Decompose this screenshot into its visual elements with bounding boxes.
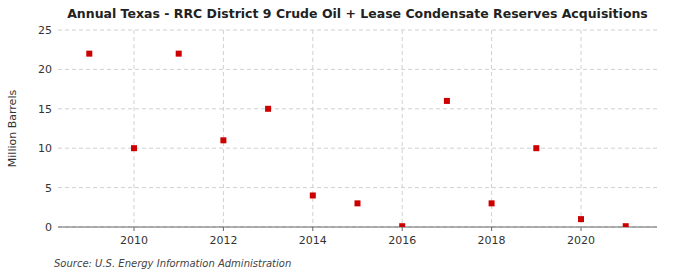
points — [86, 51, 628, 227]
axes: 0 5 10 15 20 25 2010 2012 2014 2016 2018 2020 — [38, 24, 657, 247]
x-tick-mark — [491, 227, 492, 231]
x-axis-line — [58, 227, 657, 228]
x-tick-label: 2014 — [299, 234, 327, 247]
x-grid-line — [491, 30, 492, 227]
x-grid-line — [402, 30, 403, 227]
point — [489, 200, 495, 206]
x-grid-line — [581, 30, 582, 227]
point — [399, 223, 405, 227]
y-tick-label: 10 — [38, 142, 52, 155]
x-tick-mark — [133, 227, 134, 231]
x-grid-line — [223, 30, 224, 227]
point — [86, 51, 92, 57]
point — [265, 106, 271, 112]
point — [444, 98, 450, 104]
x-tick-label: 2012 — [209, 234, 237, 247]
source-note: Source: U.S. Energy Information Administ… — [54, 258, 291, 269]
y-tick-label: 0 — [45, 221, 52, 234]
y-grid-line — [58, 148, 657, 149]
x-tick-mark — [312, 227, 313, 231]
point — [176, 51, 182, 57]
chart-container: 0 5 10 15 20 25 2010 2012 2014 2016 2018 2020 Annual… — [0, 0, 675, 275]
point — [623, 223, 629, 227]
y-grid-line — [58, 108, 657, 109]
x-tick-label: 2010 — [120, 234, 148, 247]
point — [220, 137, 226, 143]
title: Annual Texas - RRC District 9 Crude Oil … — [67, 6, 648, 21]
x-tick-label: 2016 — [388, 234, 416, 247]
y-tick-label: 15 — [38, 103, 52, 116]
y-tick-label: 5 — [45, 182, 52, 195]
point — [355, 200, 361, 206]
point — [131, 145, 137, 151]
y-tick-label: 20 — [38, 63, 52, 76]
y-grid-line — [58, 227, 657, 228]
point — [310, 192, 316, 198]
x-grid-line — [133, 30, 134, 227]
x-tick-mark — [223, 227, 224, 231]
x-tick-mark — [402, 227, 403, 231]
x-tick-label: 2018 — [478, 234, 506, 247]
point — [533, 145, 539, 151]
y-axis-label: Million Barrels — [6, 90, 19, 168]
chart-svg: 0 5 10 15 20 25 2010 2012 2014 2016 2018 2020 Annual… — [0, 0, 675, 275]
x-tick-label: 2020 — [567, 234, 595, 247]
y-grid-line — [58, 69, 657, 70]
x-tick-mark — [581, 227, 582, 231]
point — [578, 216, 584, 222]
y-grid-line — [58, 30, 657, 31]
y-tick-label: 25 — [38, 24, 52, 37]
grid — [58, 30, 657, 227]
y-grid-line — [58, 187, 657, 188]
